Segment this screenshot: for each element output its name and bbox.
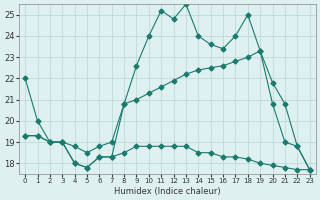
X-axis label: Humidex (Indice chaleur): Humidex (Indice chaleur) [114, 187, 221, 196]
